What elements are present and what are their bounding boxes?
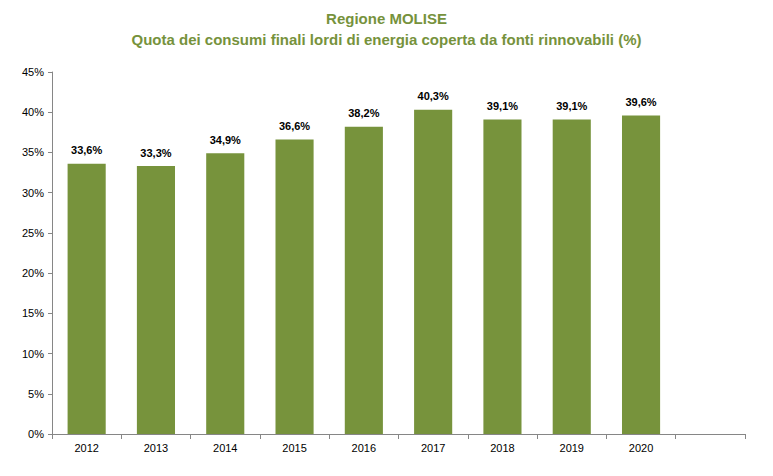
svg-text:39,1%: 39,1% (556, 100, 587, 112)
svg-text:33,3%: 33,3% (140, 147, 171, 159)
svg-text:Quota dei consumi finali lordi: Quota dei consumi finali lordi di energi… (131, 31, 641, 48)
svg-text:35%: 35% (22, 146, 44, 158)
svg-text:2017: 2017 (421, 442, 445, 454)
svg-text:2020: 2020 (629, 442, 653, 454)
svg-text:10%: 10% (22, 348, 44, 360)
svg-text:2016: 2016 (352, 442, 376, 454)
svg-text:34,9%: 34,9% (210, 134, 241, 146)
svg-text:33,6%: 33,6% (71, 144, 102, 156)
svg-text:15%: 15% (22, 307, 44, 319)
svg-text:0%: 0% (28, 428, 44, 440)
svg-text:2012: 2012 (74, 442, 98, 454)
svg-text:2013: 2013 (144, 442, 168, 454)
svg-text:2019: 2019 (560, 442, 584, 454)
svg-text:5%: 5% (28, 388, 44, 400)
svg-text:30%: 30% (22, 187, 44, 199)
svg-text:20%: 20% (22, 267, 44, 279)
svg-text:25%: 25% (22, 227, 44, 239)
svg-text:Regione MOLISE: Regione MOLISE (326, 10, 447, 27)
svg-text:36,6%: 36,6% (279, 120, 310, 132)
svg-text:40%: 40% (22, 106, 44, 118)
svg-text:2014: 2014 (213, 442, 237, 454)
svg-text:38,2%: 38,2% (348, 107, 379, 119)
svg-text:39,1%: 39,1% (487, 100, 518, 112)
svg-text:45%: 45% (22, 66, 44, 78)
svg-text:2015: 2015 (282, 442, 306, 454)
svg-text:39,6%: 39,6% (625, 96, 656, 108)
svg-text:40,3%: 40,3% (418, 90, 449, 102)
svg-text:2018: 2018 (490, 442, 514, 454)
